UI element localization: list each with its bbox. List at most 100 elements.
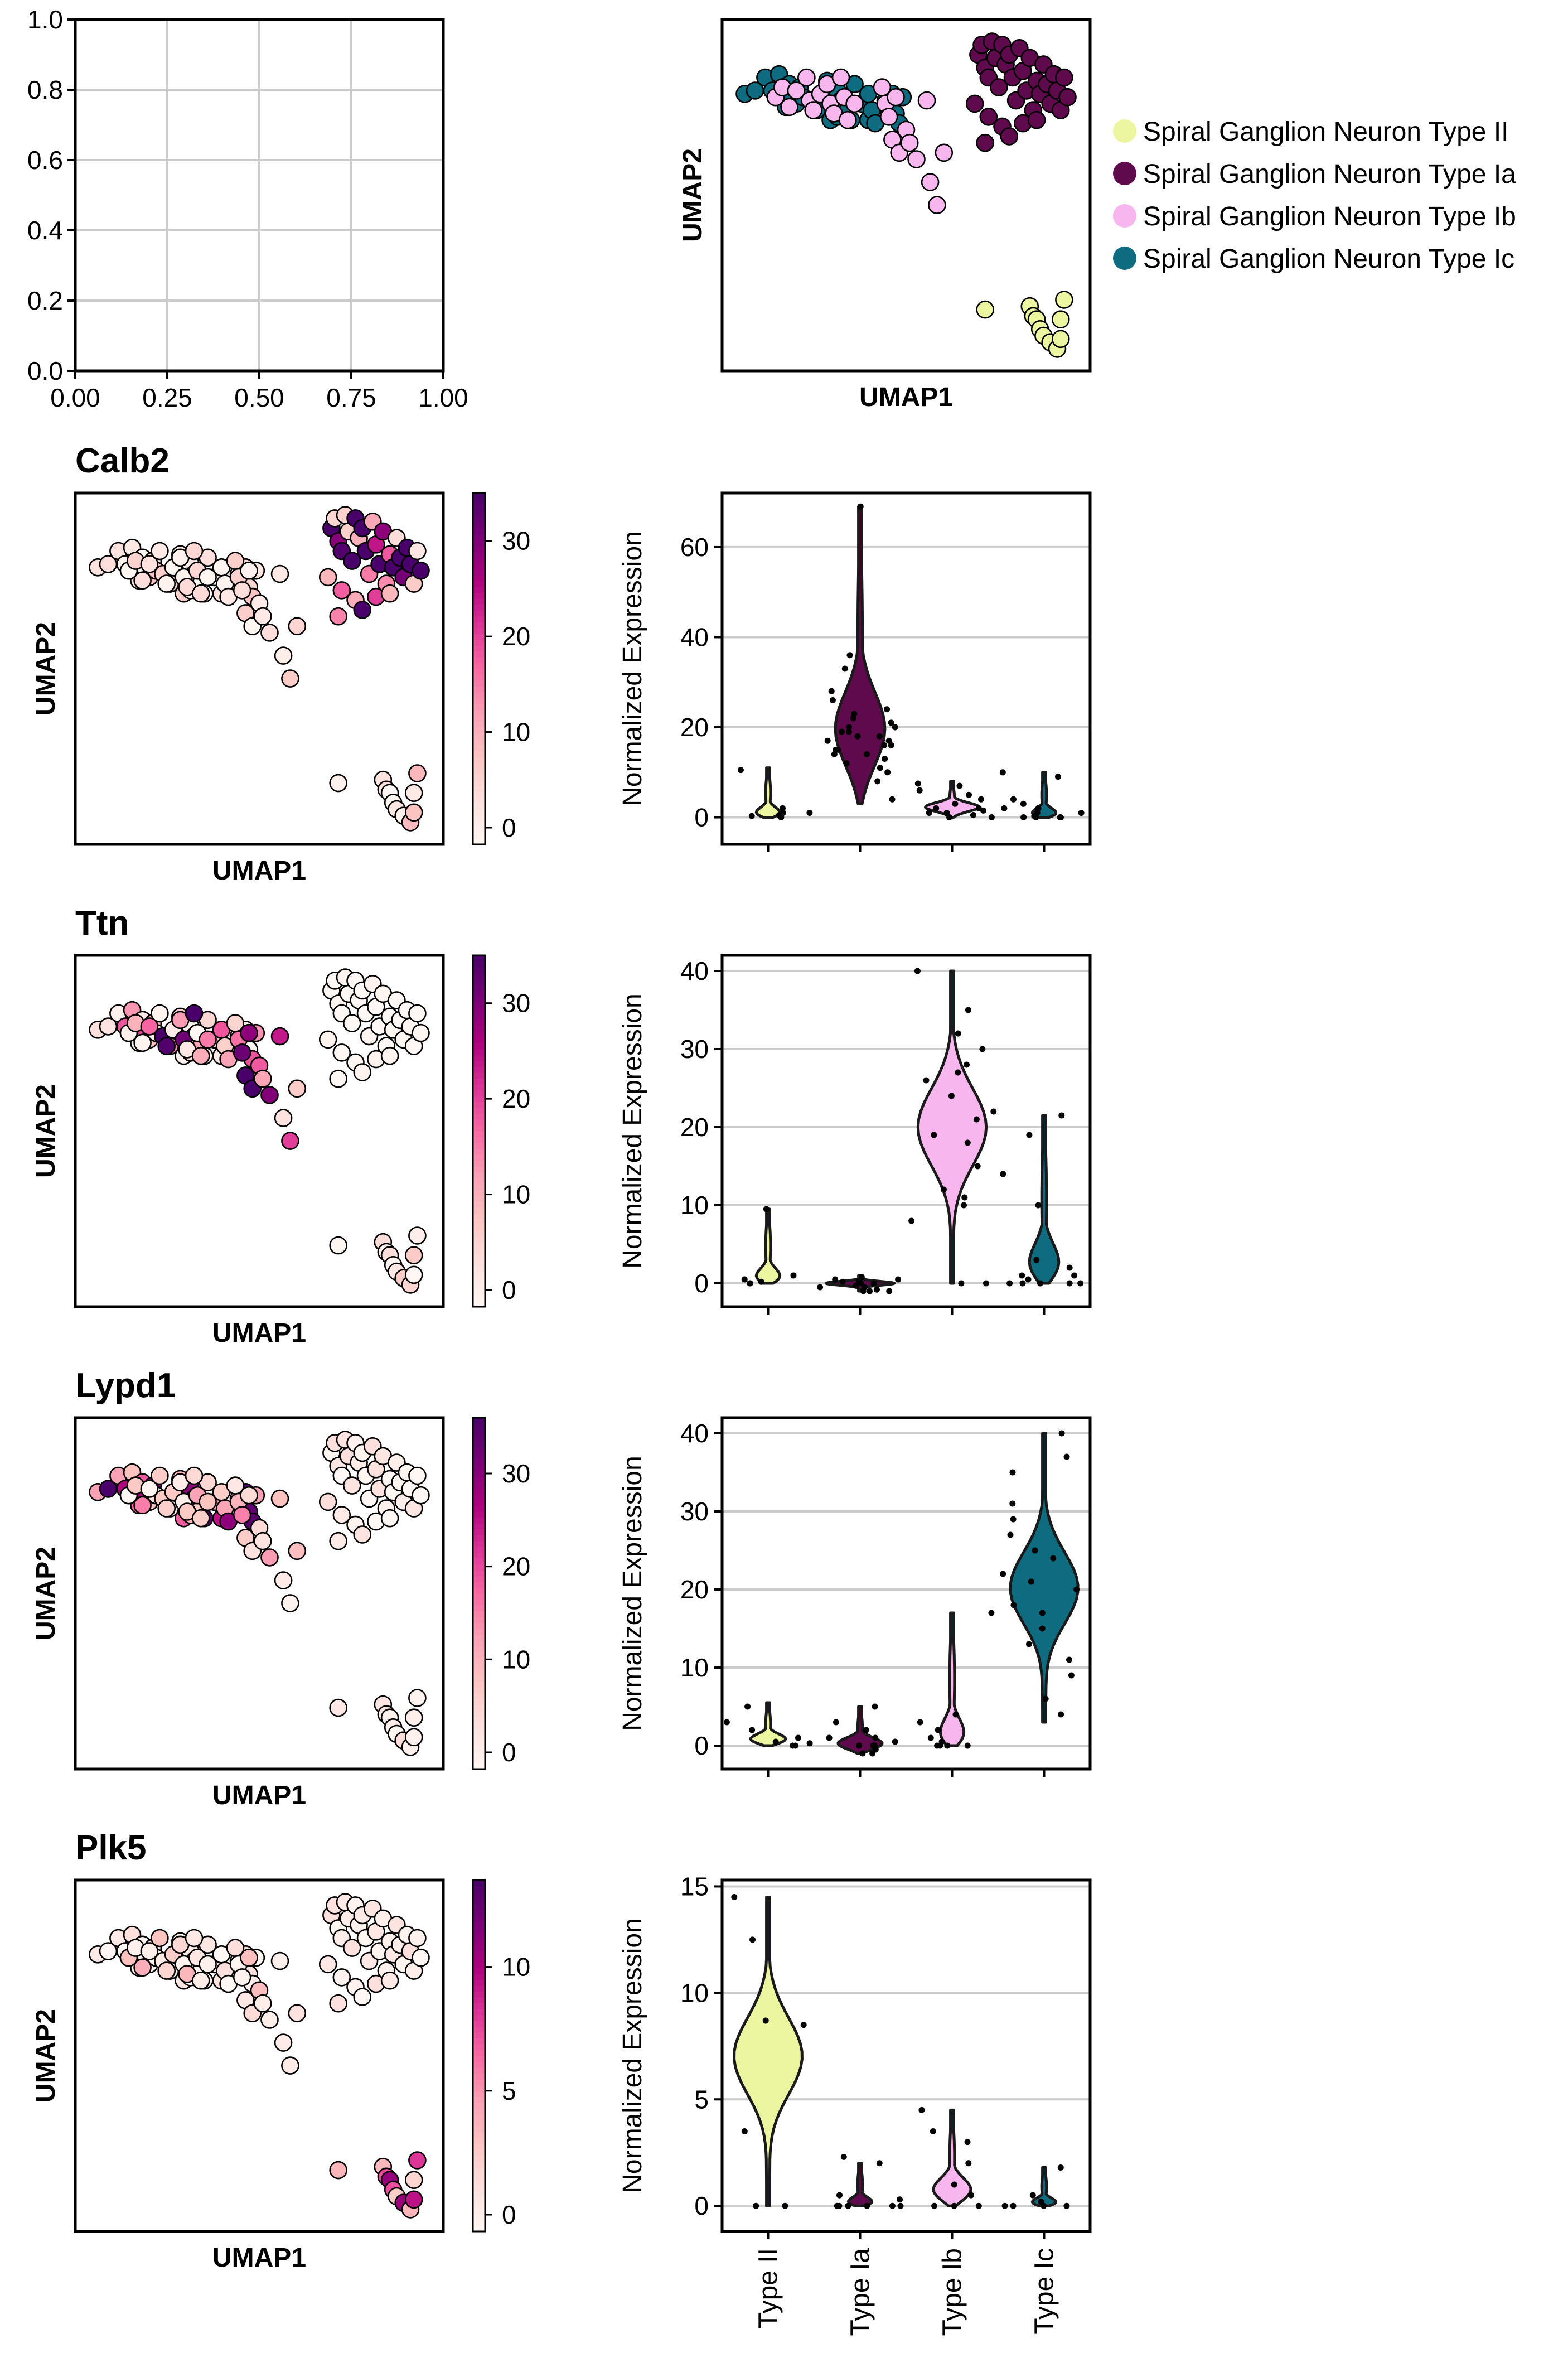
- strip-point: [870, 1280, 877, 1287]
- strip-point: [867, 1288, 873, 1294]
- colorbar-segment: [473, 510, 485, 517]
- colorbar-segment: [473, 1435, 485, 1442]
- strip-point: [884, 769, 891, 776]
- umap-expression-point: [260, 1548, 279, 1567]
- strip-point: [1057, 2164, 1064, 2171]
- strip-point: [1078, 810, 1085, 816]
- strip-point: [940, 1186, 947, 1193]
- strip-point: [1025, 1276, 1032, 1283]
- colorbar-tick-label: 10: [502, 718, 530, 747]
- colorbar-segment: [473, 1547, 485, 1553]
- umap-expression-point: [140, 1017, 159, 1036]
- colorbar-segment: [473, 1646, 485, 1653]
- strip-point: [1029, 2192, 1036, 2199]
- colorbar-segment: [473, 1640, 485, 1647]
- strip-point: [863, 1727, 869, 1733]
- colorbar-segment: [473, 1113, 485, 1120]
- strip-point: [874, 778, 881, 785]
- colorbar-segment: [473, 1236, 485, 1243]
- colorbar-segment: [473, 1540, 485, 1547]
- colorbar-segment: [473, 2161, 485, 2168]
- colorbar-segment: [473, 575, 485, 582]
- colorbar-segment: [473, 545, 485, 552]
- empty-panel-ytick-label: 0.0: [27, 356, 63, 385]
- umap-celltype-point: [921, 173, 940, 191]
- colorbar-tick-label: 10: [502, 1180, 530, 1209]
- colorbar-segment: [473, 1886, 485, 1892]
- colorbar-segment: [473, 1500, 485, 1506]
- colorbar-tick-label: 20: [502, 622, 530, 651]
- violin-ytick-label: 0: [694, 2191, 709, 2220]
- umap-expression-point: [408, 1929, 427, 1948]
- strip-point: [927, 1734, 934, 1741]
- strip-point: [1033, 1257, 1040, 1263]
- strip-point: [829, 697, 836, 703]
- colorbar-segment: [473, 1225, 485, 1231]
- umap-expression-xlabel: UMAP1: [212, 2243, 306, 2273]
- strip-point: [873, 1286, 880, 1293]
- colorbar-segment: [473, 2096, 485, 2103]
- strip-point: [846, 724, 853, 731]
- colorbar-segment: [473, 2196, 485, 2203]
- strip-point: [877, 765, 883, 771]
- violin-ylabel: Normalized Expression: [618, 993, 647, 1269]
- empty-panel-ytick-label: 0.2: [27, 286, 63, 315]
- strip-point: [859, 1750, 866, 1757]
- violin-frame: [720, 1416, 1092, 1771]
- colorbar-segment: [473, 1763, 485, 1770]
- strip-point: [888, 719, 894, 726]
- violin-panel: 0 20 40 60 Normalized Expression: [618, 491, 1092, 852]
- colorbar-segment: [473, 1599, 485, 1606]
- colorbar-segment: [473, 2079, 485, 2086]
- umap-expression-point: [191, 1971, 210, 1990]
- strip-point: [836, 2192, 843, 2199]
- violin-ia: [846, 2162, 874, 2207]
- umap-expression-point: [185, 1466, 204, 1485]
- umap-expression-point: [240, 1023, 258, 1042]
- strip-point: [1010, 1602, 1017, 1608]
- colorbar-segment: [473, 1880, 485, 1887]
- strip-point: [762, 2017, 769, 2024]
- violin-ytick-label: 10: [680, 1978, 709, 2007]
- strip-point: [1026, 1132, 1033, 1138]
- colorbar-segment: [473, 540, 485, 547]
- colorbar-segment: [473, 2225, 485, 2232]
- colorbar-segment: [473, 1751, 485, 1758]
- strip-point: [956, 782, 963, 789]
- strip-point: [1000, 1571, 1006, 1577]
- colorbar-segment: [473, 616, 485, 622]
- umap-expression-point: [332, 1043, 351, 1062]
- colorbar-segment: [473, 979, 485, 985]
- colorbar-segment: [473, 1265, 485, 1272]
- colorbar-segment: [473, 1892, 485, 1898]
- gene-title: Ttn: [75, 904, 129, 943]
- colorbar-segment: [473, 1629, 485, 1635]
- umap-expression-point: [274, 646, 293, 665]
- violin-ic: [1030, 771, 1058, 819]
- umap-expression-point: [404, 1246, 423, 1264]
- gene-row-plk5: Plk5 UMAP1 UMAP2 0 5 10 0 5 10 15 Normalized Expre…: [31, 1829, 1092, 2336]
- violin-ylabel: Normalized Expression: [618, 531, 647, 806]
- strip-point: [800, 2022, 807, 2028]
- umap-expression-point: [332, 1968, 351, 1987]
- umap-expression-point: [353, 1063, 372, 1081]
- umap-expression-point: [274, 1109, 293, 1127]
- umap-celltype-point: [907, 150, 926, 168]
- strip-point: [828, 688, 835, 694]
- colorbar-segment: [473, 1096, 485, 1103]
- umap-expression-point: [380, 1971, 399, 1990]
- empty-panel-grid: [75, 20, 443, 371]
- colorbar-segment: [473, 1072, 485, 1079]
- umap-expression-point: [408, 1004, 427, 1023]
- strip-point: [795, 1734, 801, 1741]
- colorbar-segment: [473, 1757, 485, 1764]
- colorbar-segment: [473, 1423, 485, 1430]
- umap-expression-point: [353, 601, 372, 619]
- colorbar-frame: [472, 1879, 486, 2233]
- colorbar-segment: [473, 1195, 485, 1202]
- umap-expression-frame: [74, 491, 445, 846]
- colorbar-segment: [473, 1037, 485, 1044]
- umap-expression-point: [404, 2190, 423, 2209]
- colorbar-segment: [473, 1903, 485, 1910]
- colorbar-segment: [473, 1178, 485, 1185]
